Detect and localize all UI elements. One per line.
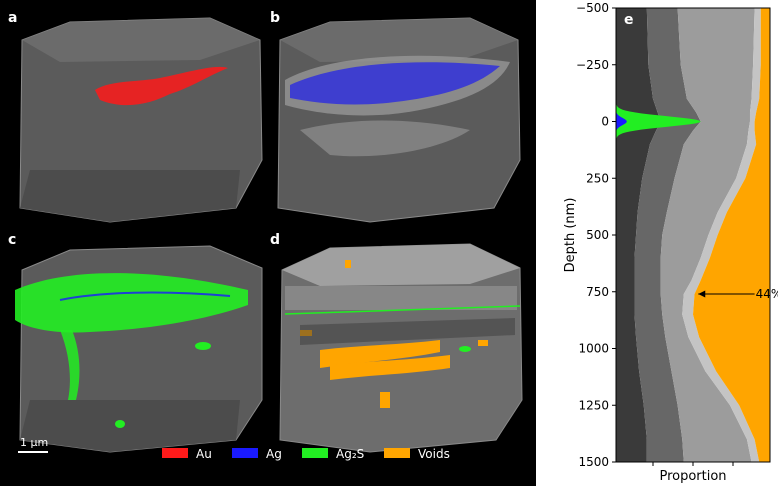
y-axis: −500 −250 0 250 500 750 1000 1250 1500: [576, 1, 616, 469]
panel-d-volume: [279, 243, 523, 453]
legend-swatch-ag2s: [302, 448, 328, 458]
panel-d-label: d: [270, 232, 280, 248]
peak-ag: [616, 109, 627, 134]
chart-areas: [616, 8, 770, 462]
panel-e-label: e: [624, 12, 634, 28]
peak-ags: [616, 103, 701, 140]
y-tick-label: 0: [601, 115, 609, 129]
x-axis-label: Proportion: [659, 469, 726, 484]
panel-b-volume: [277, 17, 521, 223]
annotation-44: 44%: [698, 287, 778, 301]
y-tick-label: 750: [586, 285, 609, 299]
legend-swatch-ag: [232, 448, 258, 458]
annotation-text: 44%: [756, 287, 778, 301]
panel-a-volume: [19, 17, 263, 223]
y-tick-label: −250: [576, 58, 609, 72]
legend-label-voids: Voids: [418, 447, 450, 461]
scale-bar-label: 1 μm: [20, 436, 48, 449]
annotation-arrowhead: [698, 290, 706, 298]
y-tick-label: 1250: [578, 398, 609, 412]
y-tick-label: 500: [586, 228, 609, 242]
legend-swatch-au: [162, 448, 188, 458]
depth-profile-chart: −500 −250 0 250 500 750 1000 1250 1500 Depth (nm…: [563, 1, 778, 484]
legend: Au Ag Ag₂S Voids: [162, 447, 450, 461]
legend-label-ag2s: Ag₂S: [336, 447, 364, 461]
panel-c-label: c: [8, 232, 16, 248]
y-tick-label: 250: [586, 171, 609, 185]
chart-peaks: [616, 103, 701, 140]
panel-b-label: b: [270, 10, 280, 26]
area-layer-pale: [682, 8, 761, 462]
y-axis-label: Depth (nm): [563, 198, 578, 273]
area-voids: [693, 8, 770, 462]
legend-swatch-voids: [384, 448, 410, 458]
legend-label-au: Au: [196, 447, 212, 461]
area-layer-light: [660, 8, 755, 462]
y-tick-label: −500: [576, 1, 609, 15]
y-tick-label: 1500: [578, 455, 609, 469]
y-tick-label: 1000: [578, 342, 609, 356]
legend-label-ag: Ag: [266, 447, 282, 461]
panel-a-label: a: [8, 10, 17, 26]
panel-c-volume: [15, 245, 263, 453]
